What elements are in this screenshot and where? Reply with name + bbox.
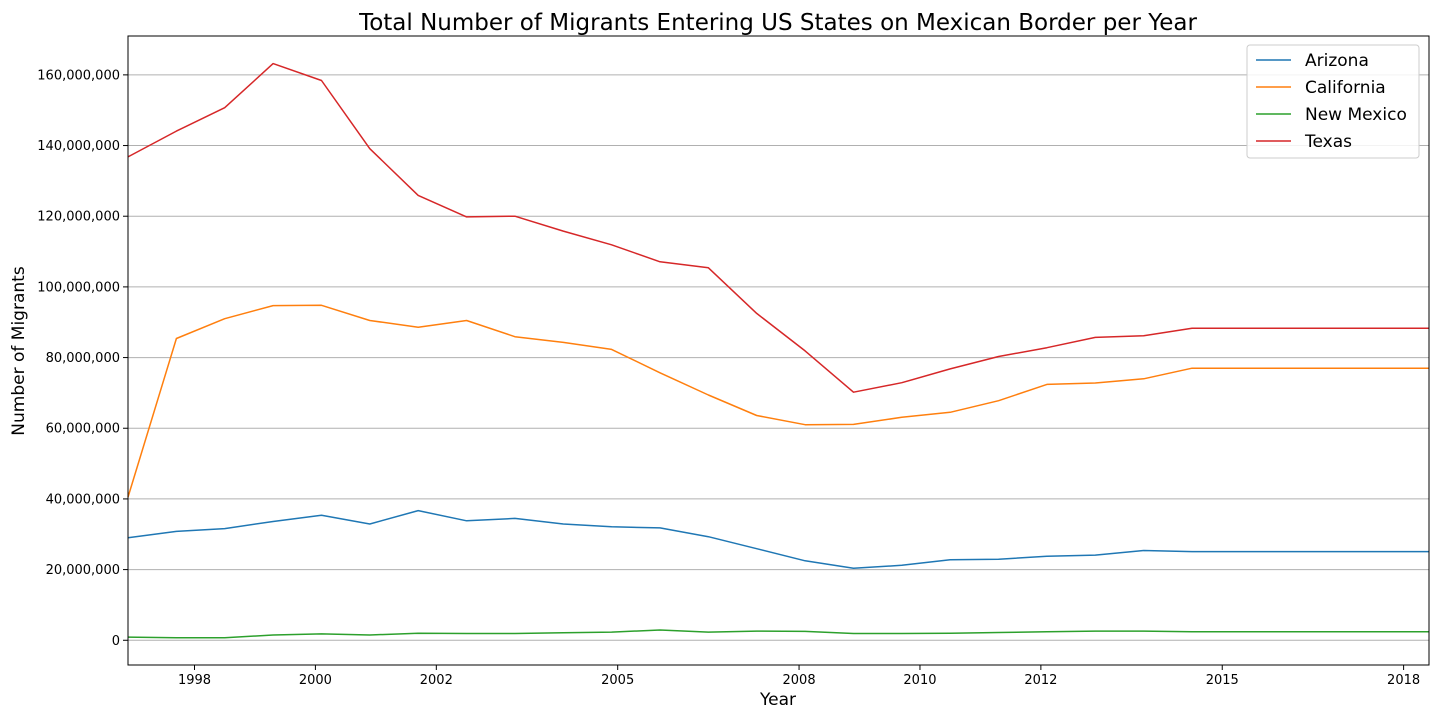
y-tick-label: 60,000,000 — [46, 422, 120, 437]
y-tick-label: 120,000,000 — [37, 210, 120, 225]
y-tick-label: 20,000,000 — [46, 563, 120, 578]
y-tick-label: 100,000,000 — [37, 280, 120, 295]
legend-label: New Mexico — [1305, 105, 1407, 125]
series-line-new-mexico — [127, 629, 1429, 639]
x-tick-label: 2000 — [299, 673, 332, 688]
x-tick-label: 2002 — [420, 673, 453, 688]
x-axis-label: Year — [759, 690, 796, 710]
y-tick-label: 80,000,000 — [46, 351, 120, 366]
plot-frame — [127, 35, 1430, 666]
y-axis-label: Number of Migrants — [9, 266, 29, 436]
y-tick-label: 40,000,000 — [46, 492, 120, 507]
legend-label: Texas — [1304, 132, 1352, 152]
series-line-california — [127, 304, 1429, 498]
y-tick-label: 0 — [112, 634, 120, 649]
legend-label: California — [1305, 78, 1386, 98]
x-tick-label: 2015 — [1206, 673, 1239, 688]
x-tick-label: 1998 — [178, 673, 211, 688]
y-tick-label: 160,000,000 — [37, 68, 120, 83]
x-tick-label: 2008 — [783, 673, 816, 688]
legend-box — [1246, 44, 1420, 159]
y-axis-ticks: 0 20,000,000 40,000,000 60,000,000 80,000,00… — [37, 68, 128, 649]
series-line-texas — [127, 62, 1429, 393]
chart-title: Total Number of Migrants Entering US Sta… — [358, 10, 1197, 36]
y-tick-label: 140,000,000 — [37, 139, 120, 154]
series-line-arizona — [127, 509, 1429, 569]
legend: Arizona California New Mexico Texas — [1246, 44, 1420, 159]
grid-lines — [128, 74, 1429, 641]
x-axis-ticks: 1998 2000 2002 2005 2008 2010 2012 2015 2018 — [178, 665, 1420, 688]
x-tick-label: 2012 — [1024, 673, 1057, 688]
x-tick-label: 2005 — [601, 673, 634, 688]
series-lines — [127, 62, 1429, 639]
x-tick-label: 2018 — [1387, 673, 1420, 688]
legend-label: Arizona — [1305, 51, 1369, 71]
x-tick-label: 2010 — [903, 673, 936, 688]
